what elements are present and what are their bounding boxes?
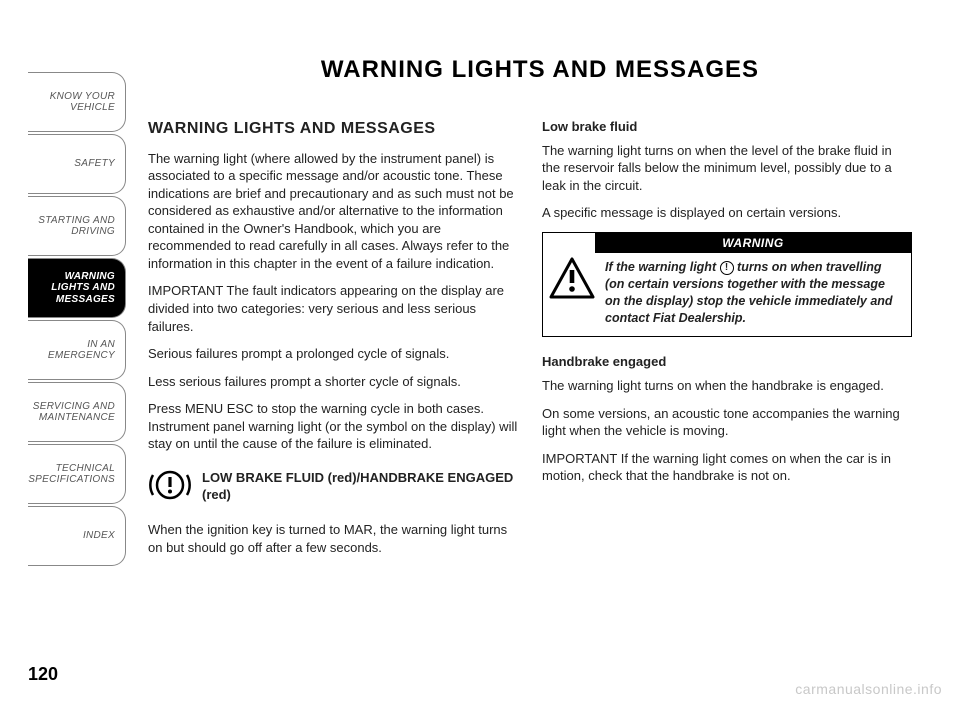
tab-know-your-vehicle[interactable]: KNOW YOUR VEHICLE xyxy=(28,72,126,132)
body-text: A specific message is displayed on certa… xyxy=(542,204,912,222)
tab-label: SERVICING AND MAINTENANCE xyxy=(32,401,115,424)
content-area: WARNING LIGHTS AND MESSAGES The warning … xyxy=(148,118,912,659)
subheading: Handbrake engaged xyxy=(542,353,912,371)
tab-label: INDEX xyxy=(83,530,115,542)
body-text: IMPORTANT The fault indicators appearing… xyxy=(148,282,518,335)
body-text: Serious failures prompt a prolonged cycl… xyxy=(148,345,518,363)
page-number: 120 xyxy=(28,664,58,685)
manual-page: KNOW YOUR VEHICLE SAFETY STARTING AND DR… xyxy=(0,0,960,709)
body-text: Press MENU ESC to stop the warning cycle… xyxy=(148,400,518,453)
warning-callout: WARNING If the warning light ! turns on … xyxy=(542,232,912,338)
tab-label: SAFETY xyxy=(74,158,115,170)
left-column: WARNING LIGHTS AND MESSAGES The warning … xyxy=(148,118,518,659)
body-text: IMPORTANT If the warning light comes on … xyxy=(542,450,912,485)
warning-text-pre: If the warning light xyxy=(605,260,720,274)
body-text: Less serious failures prompt a shorter c… xyxy=(148,373,518,391)
tab-index[interactable]: INDEX xyxy=(28,506,126,566)
watermark: carmanualsonline.info xyxy=(795,681,942,697)
brake-warning-inline-icon: ! xyxy=(720,261,734,275)
right-column: Low brake fluid The warning light turns … xyxy=(542,118,912,659)
tab-label: IN AN EMERGENCY xyxy=(32,339,115,362)
warning-callout-header: WARNING xyxy=(595,233,911,253)
brake-warning-icon xyxy=(148,463,192,512)
tab-servicing-and-maintenance[interactable]: SERVICING AND MAINTENANCE xyxy=(28,382,126,442)
section-heading: WARNING LIGHTS AND MESSAGES xyxy=(148,118,518,140)
tab-label: WARNING LIGHTS AND MESSAGES xyxy=(32,271,115,306)
body-text: The warning light turns on when the hand… xyxy=(542,377,912,395)
warning-light-label: LOW BRAKE FLUID (red)/HANDBRAKE ENGAGED … xyxy=(202,470,518,504)
body-text: The warning light (where allowed by the … xyxy=(148,150,518,273)
page-title: WARNING LIGHTS AND MESSAGES xyxy=(160,56,920,84)
tab-warning-lights-and-messages[interactable]: WARNING LIGHTS AND MESSAGES xyxy=(28,258,126,318)
body-text: On some versions, an acoustic tone accom… xyxy=(542,405,912,440)
tab-label: TECHNICAL SPECIFICATIONS xyxy=(28,463,115,486)
tab-label: STARTING AND DRIVING xyxy=(32,215,115,238)
tab-starting-and-driving[interactable]: STARTING AND DRIVING xyxy=(28,196,126,256)
tab-in-an-emergency[interactable]: IN AN EMERGENCY xyxy=(28,320,126,380)
warning-light-row: LOW BRAKE FLUID (red)/HANDBRAKE ENGAGED … xyxy=(148,463,518,512)
body-text: When the ignition key is turned to MAR, … xyxy=(148,521,518,556)
section-tabs: KNOW YOUR VEHICLE SAFETY STARTING AND DR… xyxy=(28,72,126,568)
warning-callout-body: If the warning light ! turns on when tra… xyxy=(543,253,911,337)
tab-safety[interactable]: SAFETY xyxy=(28,134,126,194)
body-text: The warning light turns on when the leve… xyxy=(542,142,912,195)
subheading: Low brake fluid xyxy=(542,118,912,136)
tab-label: KNOW YOUR VEHICLE xyxy=(32,91,115,114)
warning-triangle-icon xyxy=(549,257,595,304)
tab-technical-specifications[interactable]: TECHNICAL SPECIFICATIONS xyxy=(28,444,126,504)
